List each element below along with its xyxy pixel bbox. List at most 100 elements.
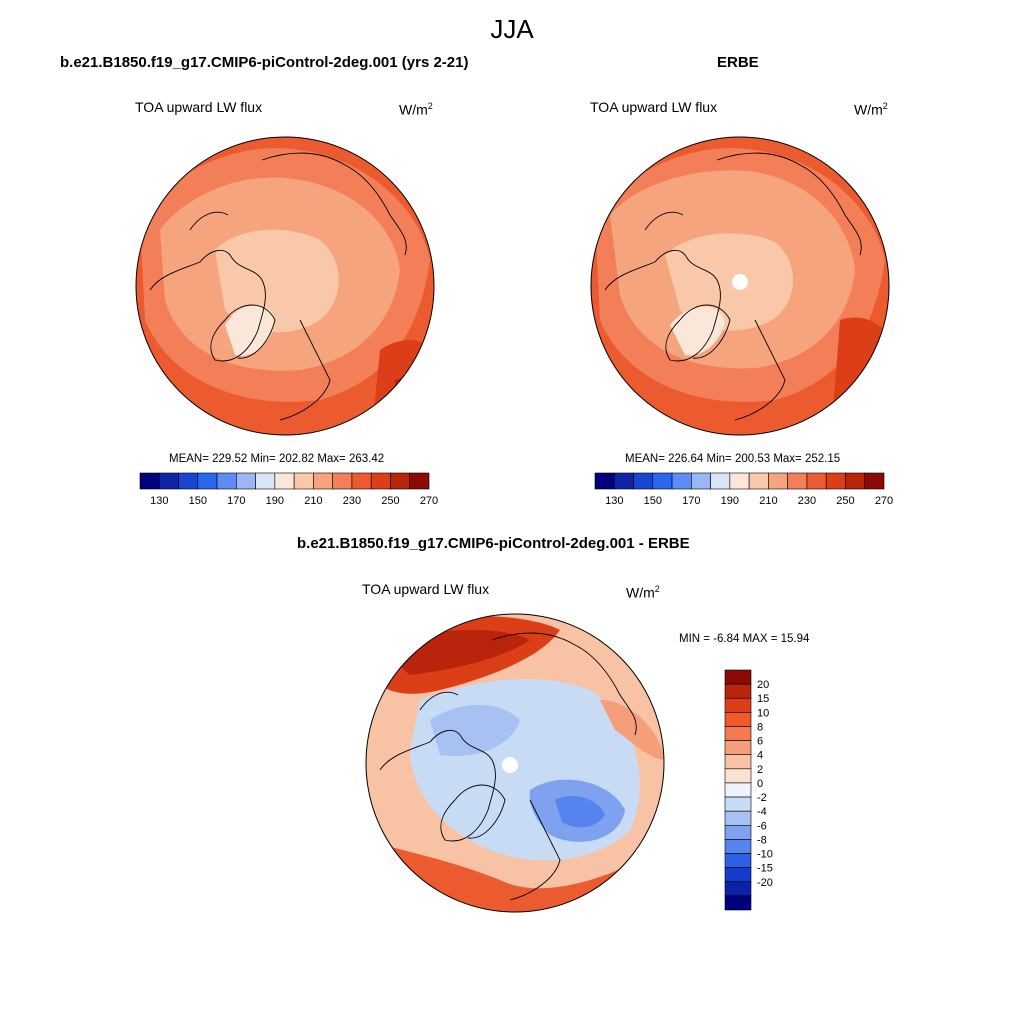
colorbar-tick-label: 230: [798, 495, 816, 507]
colorbar-tick-label: -20: [757, 877, 773, 889]
colorbar-swatch: [845, 472, 866, 490]
colorbar-swatch: [197, 472, 218, 490]
colorbar-model: 130 150 170 190 210 230 250 270: [139, 472, 438, 507]
colorbar-tick-label: 210: [304, 495, 322, 507]
panel2-stats: MEAN= 226.64 Min= 200.53 Max= 252.15: [625, 453, 841, 465]
panel2-variable: TOA upward LW flux: [590, 99, 718, 115]
colorbar-swatch: [594, 472, 615, 490]
colorbar-swatch: [724, 726, 752, 741]
colorbar-tick-label: 250: [836, 495, 854, 507]
colorbar-swatch: [724, 810, 752, 826]
colorbar-swatch: [409, 472, 430, 490]
colorbar-swatch: [351, 472, 372, 490]
colorbar-tick-label: 170: [227, 495, 245, 507]
colorbar-swatch: [768, 472, 788, 490]
colorbar-swatch: [724, 697, 752, 713]
colorbar-swatch: [724, 895, 752, 911]
colorbar-tick-label: 0: [757, 778, 763, 790]
panel1-stats: MEAN= 229.52 Min= 202.82 Max= 263.42: [169, 453, 385, 465]
colorbar-tick-label: 15: [757, 693, 769, 705]
colorbar-tick-label: 250: [381, 495, 399, 507]
season-title: JJA: [490, 14, 534, 44]
colorbar-swatch: [216, 472, 237, 490]
colorbar-tick-label: 270: [420, 495, 438, 507]
colorbar-swatch: [748, 472, 769, 490]
colorbar-tick-label: -10: [757, 849, 773, 861]
colorbar-swatch: [671, 472, 692, 490]
colorbar-tick-label: 190: [266, 495, 284, 507]
polar-map-model: [136, 137, 434, 435]
panel1-variable: TOA upward LW flux: [135, 99, 263, 115]
panel1-units: W/m2: [399, 101, 433, 118]
colorbar-swatch: [293, 472, 314, 490]
colorbar-tick-label: 190: [721, 495, 739, 507]
colorbar-tick-label: 150: [644, 495, 662, 507]
colorbar-swatch: [390, 472, 411, 490]
colorbar-swatch: [724, 881, 752, 897]
panel3-stats: MIN = -6.84 MAX = 15.94: [679, 633, 810, 645]
colorbar-tick-label: 20: [757, 679, 769, 691]
colorbar-tick-label: -6: [757, 820, 767, 832]
colorbar-swatch: [864, 472, 885, 490]
colorbar-tick-label: 150: [189, 495, 207, 507]
colorbar-erbe: 130 150 170 190 210 230 250 270: [594, 472, 893, 507]
colorbar-tick-label: 2: [757, 764, 763, 776]
colorbar-swatch: [806, 472, 827, 490]
panel1-title: b.e21.B1850.f19_g17.CMIP6-piControl-2deg…: [60, 54, 469, 71]
colorbar-tick-label: 4: [757, 750, 763, 762]
colorbar-tick-label: 6: [757, 736, 763, 748]
colorbar-swatch: [724, 669, 752, 685]
panel2-title: ERBE: [717, 54, 759, 71]
colorbar-swatch: [724, 824, 752, 840]
panel3-variable: TOA upward LW flux: [362, 581, 490, 597]
colorbar-tick-label: 8: [757, 721, 763, 733]
colorbar-tick-label: -8: [757, 834, 767, 846]
colorbar-swatch: [724, 768, 752, 784]
polar-map-difference: [366, 614, 664, 912]
colorbar-swatch: [236, 472, 256, 490]
colorbar-swatch: [633, 472, 654, 490]
colorbar-swatch: [332, 472, 353, 490]
colorbar-swatch: [724, 712, 752, 727]
colorbar-swatch: [691, 472, 711, 490]
colorbar-swatch: [724, 683, 752, 699]
colorbar-swatch: [825, 472, 846, 490]
colorbar-swatch: [724, 796, 752, 812]
colorbar-tick-label: 130: [150, 495, 168, 507]
panel3-units: W/m2: [626, 584, 660, 601]
colorbar-swatch: [613, 472, 634, 490]
colorbar-swatch: [178, 472, 199, 490]
colorbar-swatch: [274, 472, 295, 490]
colorbar-swatch: [724, 740, 752, 756]
colorbar-swatch: [313, 472, 333, 490]
colorbar-tick-label: -2: [757, 792, 767, 804]
colorbar-swatch: [724, 754, 752, 770]
coastlines-model: [149, 152, 407, 421]
colorbar-tick-label: 270: [875, 495, 893, 507]
coastlines-difference: [379, 632, 637, 901]
colorbar-tick-label: 10: [757, 707, 769, 719]
panel3-title: b.e21.B1850.f19_g17.CMIP6-piControl-2deg…: [297, 535, 690, 552]
colorbar-swatch: [158, 472, 179, 490]
colorbar-tick-label: -15: [757, 863, 773, 875]
colorbar-tick-label: 170: [682, 495, 700, 507]
colorbar-swatch: [139, 472, 160, 490]
panel2-units: W/m2: [854, 101, 888, 118]
colorbar-swatch: [729, 472, 750, 490]
colorbar-tick-label: 210: [759, 495, 777, 507]
colorbar-tick-label: 130: [605, 495, 623, 507]
colorbar-swatch: [724, 782, 752, 798]
colorbar-swatch: [370, 472, 391, 490]
colorbar-swatch: [724, 853, 752, 868]
colorbar-tick-label: 230: [343, 495, 361, 507]
colorbar-swatch: [724, 867, 752, 883]
colorbar-tick-label: -4: [757, 806, 767, 818]
polar-map-erbe: [591, 137, 889, 435]
colorbar-swatch: [255, 472, 276, 490]
colorbar-swatch: [652, 472, 673, 490]
coastlines-erbe: [604, 152, 862, 421]
colorbar-swatch: [710, 472, 731, 490]
colorbar-swatch: [724, 839, 752, 854]
